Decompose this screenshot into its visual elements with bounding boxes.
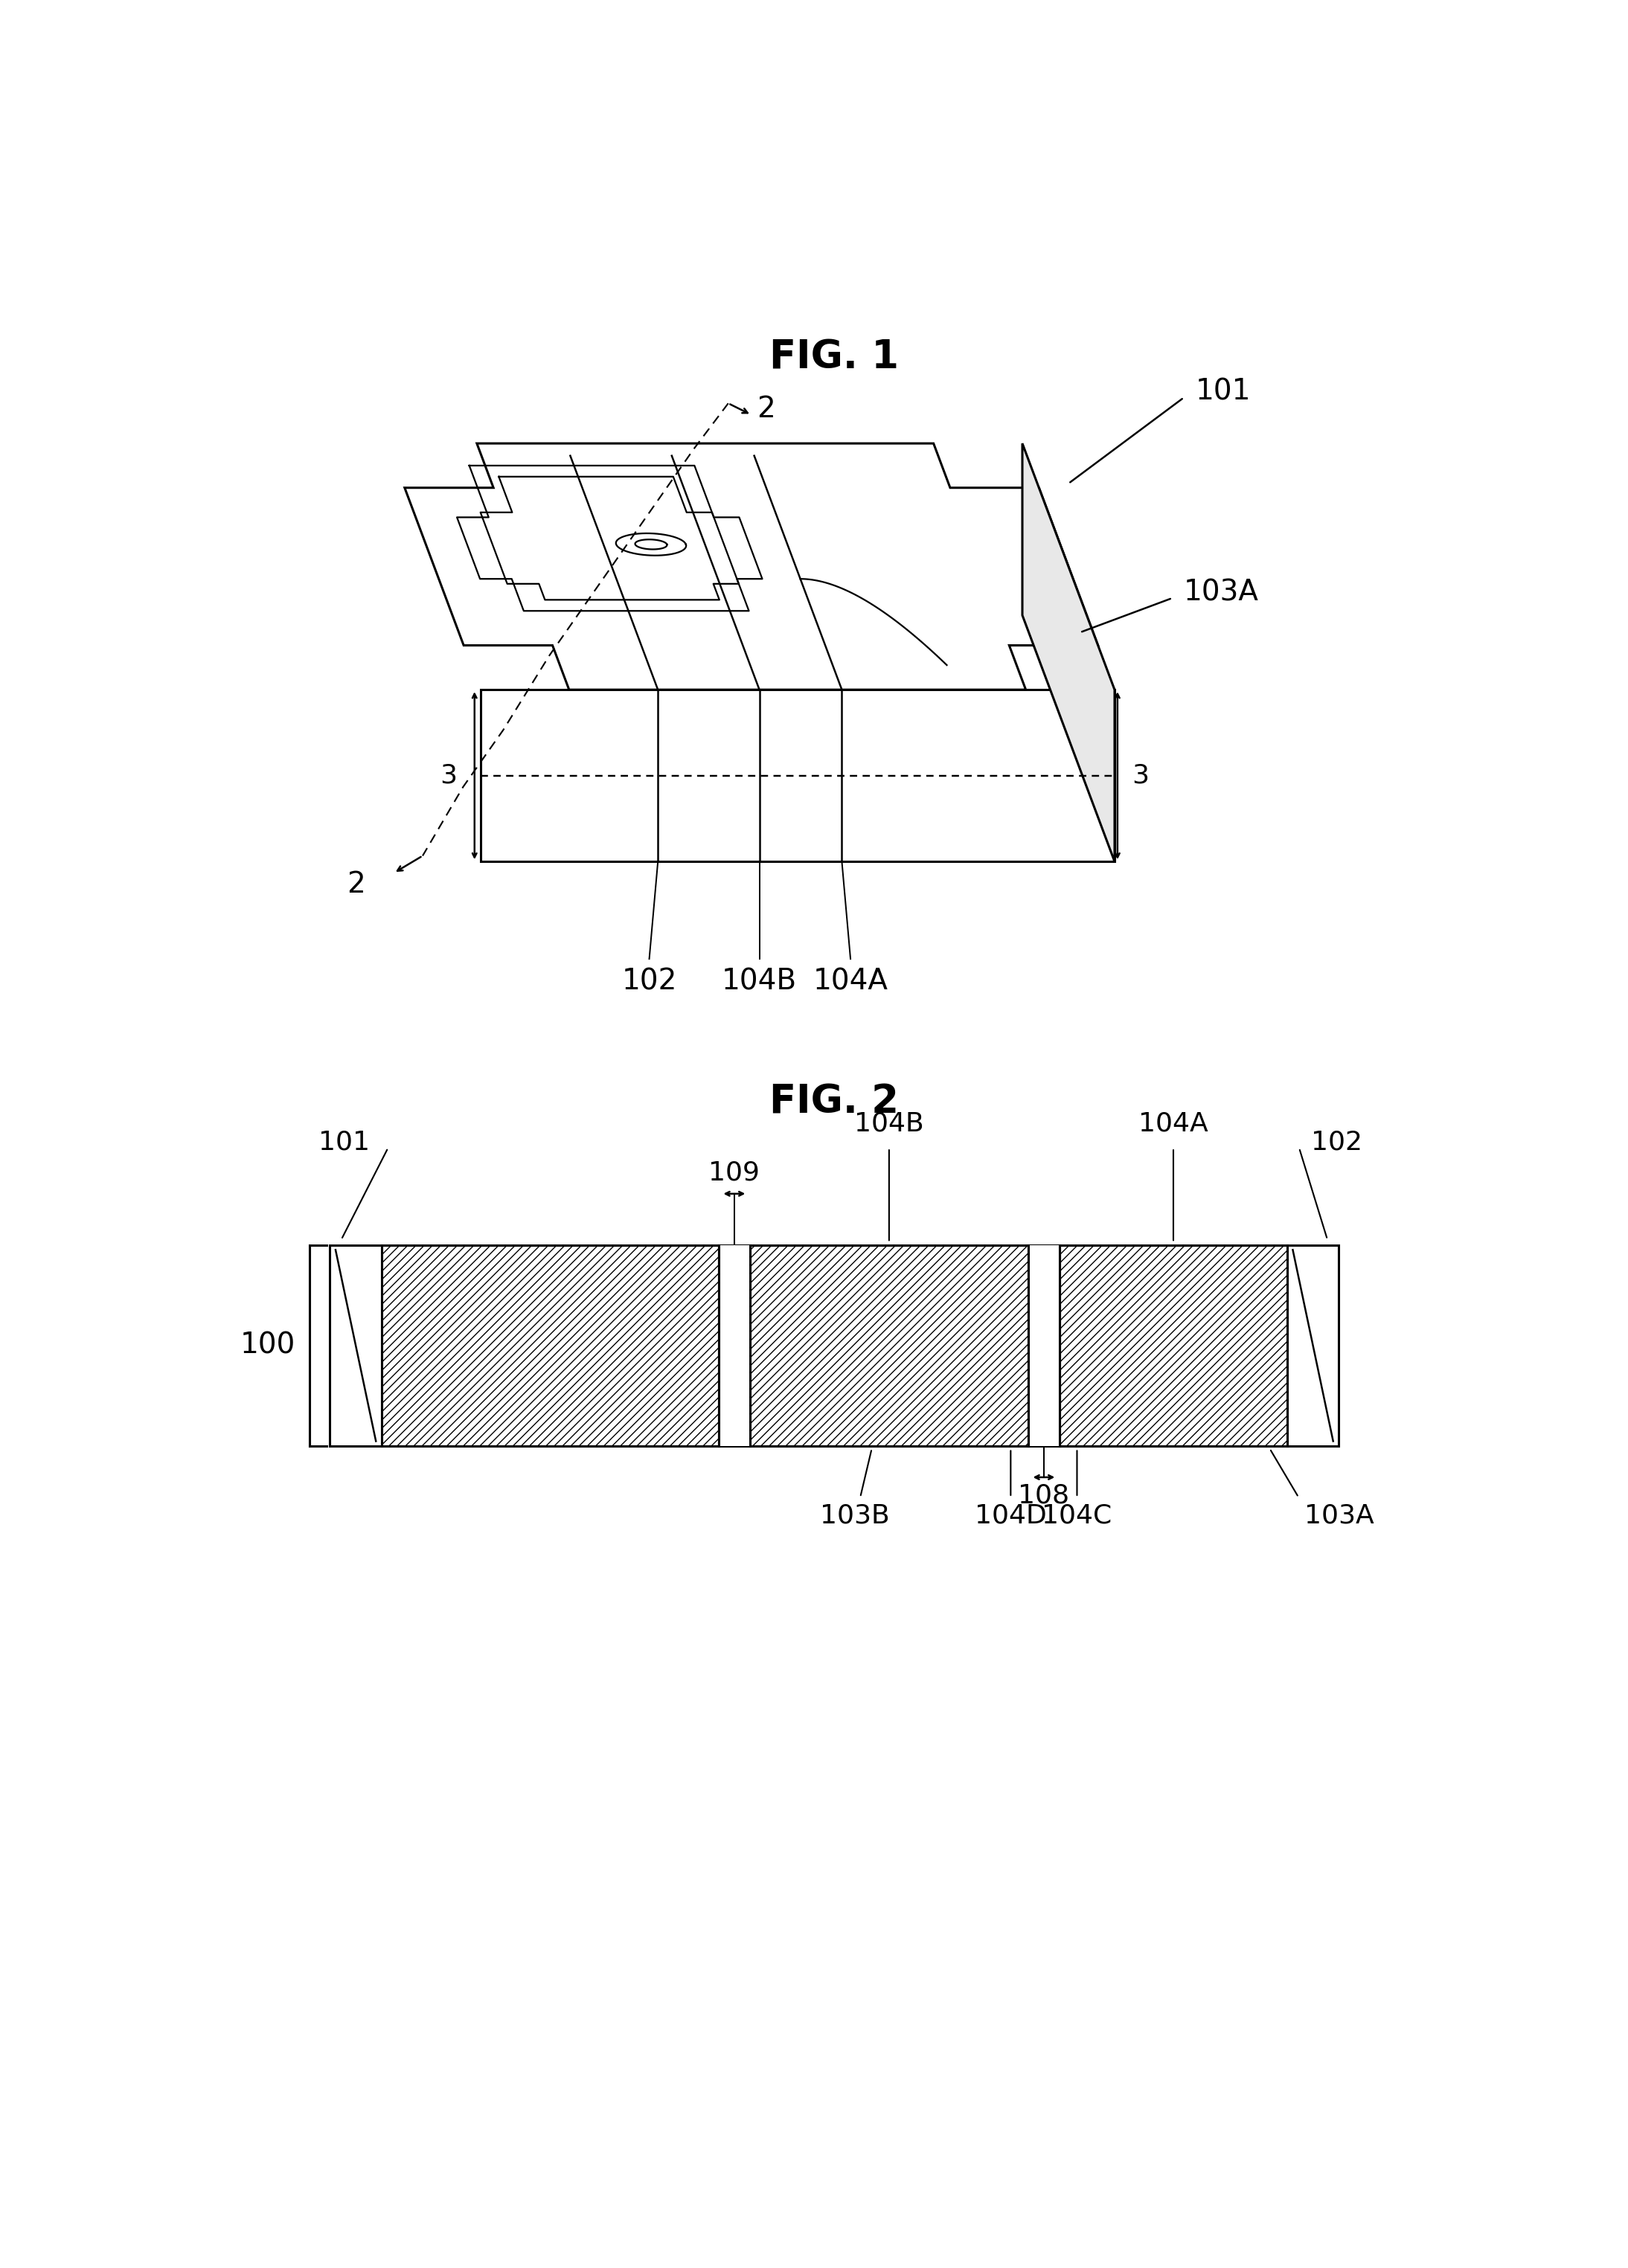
- Text: 109: 109: [708, 1159, 760, 1186]
- Bar: [330, 1245, 381, 1445]
- Text: FIG. 1: FIG. 1: [770, 338, 899, 376]
- Bar: [1060, 1245, 1288, 1445]
- Text: 104B: 104B: [721, 968, 798, 996]
- Text: 104C: 104C: [1042, 1504, 1112, 1529]
- Text: FIG. 2: FIG. 2: [770, 1082, 899, 1120]
- Text: 108: 108: [1018, 1483, 1070, 1508]
- Text: 104D: 104D: [975, 1504, 1047, 1529]
- Text: 104A: 104A: [812, 968, 887, 996]
- Text: 102: 102: [1311, 1129, 1363, 1154]
- Text: 2: 2: [757, 395, 775, 424]
- Polygon shape: [405, 445, 1097, 689]
- Bar: [381, 1245, 718, 1445]
- Text: 101: 101: [319, 1129, 370, 1154]
- Text: 104B: 104B: [855, 1111, 925, 1136]
- Text: 102: 102: [622, 968, 677, 996]
- Text: 104A: 104A: [1138, 1111, 1208, 1136]
- Text: 3: 3: [440, 762, 457, 789]
- Bar: [751, 1245, 1027, 1445]
- Bar: [718, 1245, 751, 1445]
- Text: 101: 101: [1195, 379, 1250, 406]
- Text: 100: 100: [239, 1331, 295, 1359]
- Text: 103A: 103A: [1304, 1504, 1374, 1529]
- Polygon shape: [480, 689, 1115, 862]
- Bar: [1027, 1245, 1060, 1445]
- Text: 3: 3: [1131, 762, 1149, 789]
- Text: 2: 2: [347, 871, 365, 898]
- Text: 103A: 103A: [1184, 578, 1258, 606]
- Polygon shape: [1022, 445, 1115, 862]
- Text: 103B: 103B: [819, 1504, 889, 1529]
- Bar: [1288, 1245, 1338, 1445]
